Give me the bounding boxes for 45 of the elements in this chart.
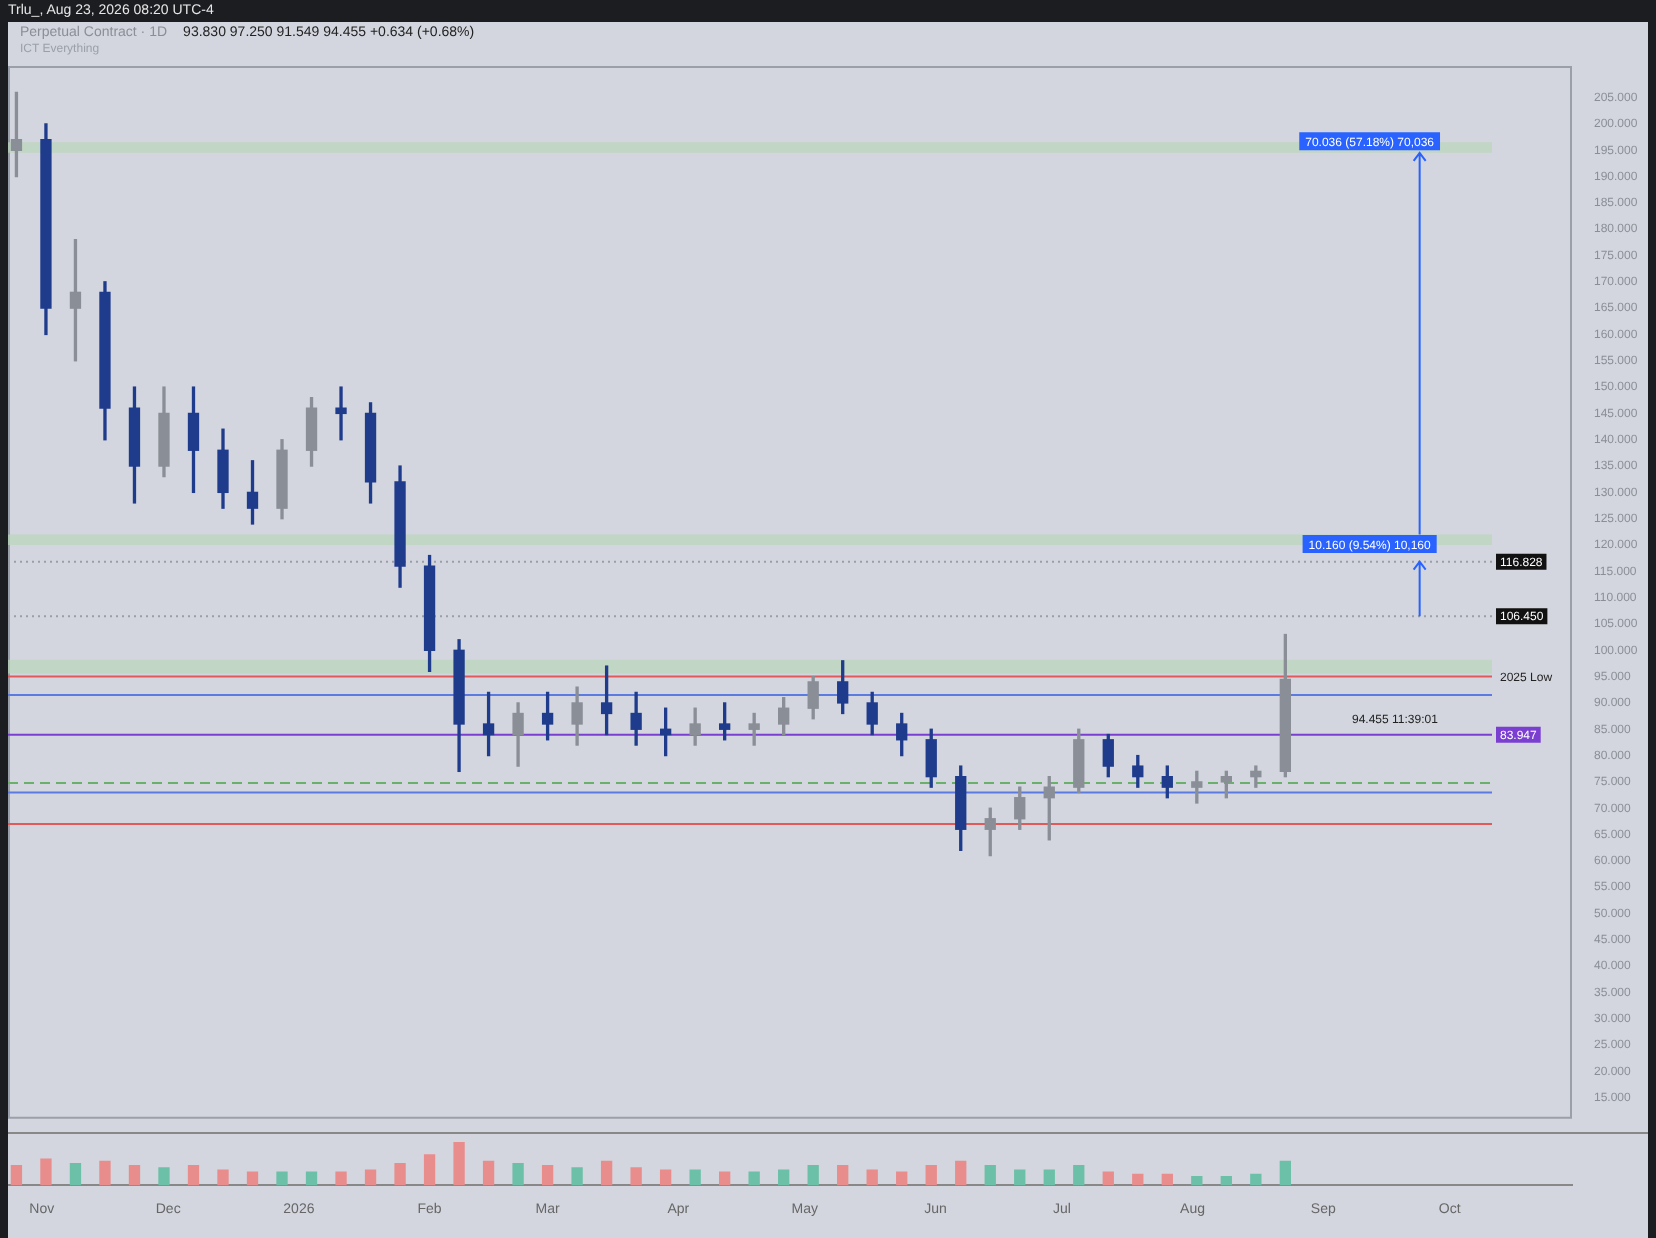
bar xyxy=(394,1162,406,1186)
candlestick xyxy=(335,386,347,441)
bar xyxy=(1220,1175,1232,1186)
bar xyxy=(748,1171,760,1186)
bar xyxy=(187,1165,200,1186)
bar xyxy=(1279,1160,1291,1186)
bar xyxy=(423,1154,436,1186)
bar xyxy=(925,1165,937,1186)
bar xyxy=(482,1160,495,1186)
bar xyxy=(1102,1171,1114,1186)
bar xyxy=(1250,1173,1262,1186)
bar xyxy=(1073,1165,1085,1186)
bar xyxy=(335,1171,347,1186)
bar xyxy=(630,1167,642,1186)
bar xyxy=(571,1167,583,1186)
bar xyxy=(689,1169,701,1186)
bar xyxy=(99,1160,111,1186)
bar xyxy=(719,1171,731,1186)
bar xyxy=(40,1158,52,1186)
bar xyxy=(659,1169,672,1186)
bar xyxy=(866,1169,878,1186)
bar xyxy=(305,1171,318,1186)
bar xyxy=(128,1165,141,1186)
bar xyxy=(512,1162,524,1186)
bar xyxy=(896,1171,908,1186)
bar xyxy=(837,1165,849,1186)
bar xyxy=(69,1162,82,1186)
bar xyxy=(1014,1169,1026,1186)
bar xyxy=(600,1160,613,1186)
bar xyxy=(1132,1173,1144,1186)
bar xyxy=(955,1160,967,1186)
bar xyxy=(158,1167,170,1186)
bar xyxy=(364,1169,377,1186)
bar xyxy=(1191,1175,1203,1186)
bar xyxy=(10,1165,23,1186)
bar xyxy=(541,1165,554,1186)
bar xyxy=(778,1169,790,1186)
bar xyxy=(246,1171,259,1186)
bar xyxy=(984,1165,996,1186)
bar xyxy=(1043,1169,1055,1186)
bar xyxy=(276,1171,288,1186)
bar xyxy=(807,1165,819,1186)
bar xyxy=(1161,1173,1173,1186)
bar xyxy=(217,1169,229,1186)
bar xyxy=(453,1142,465,1186)
